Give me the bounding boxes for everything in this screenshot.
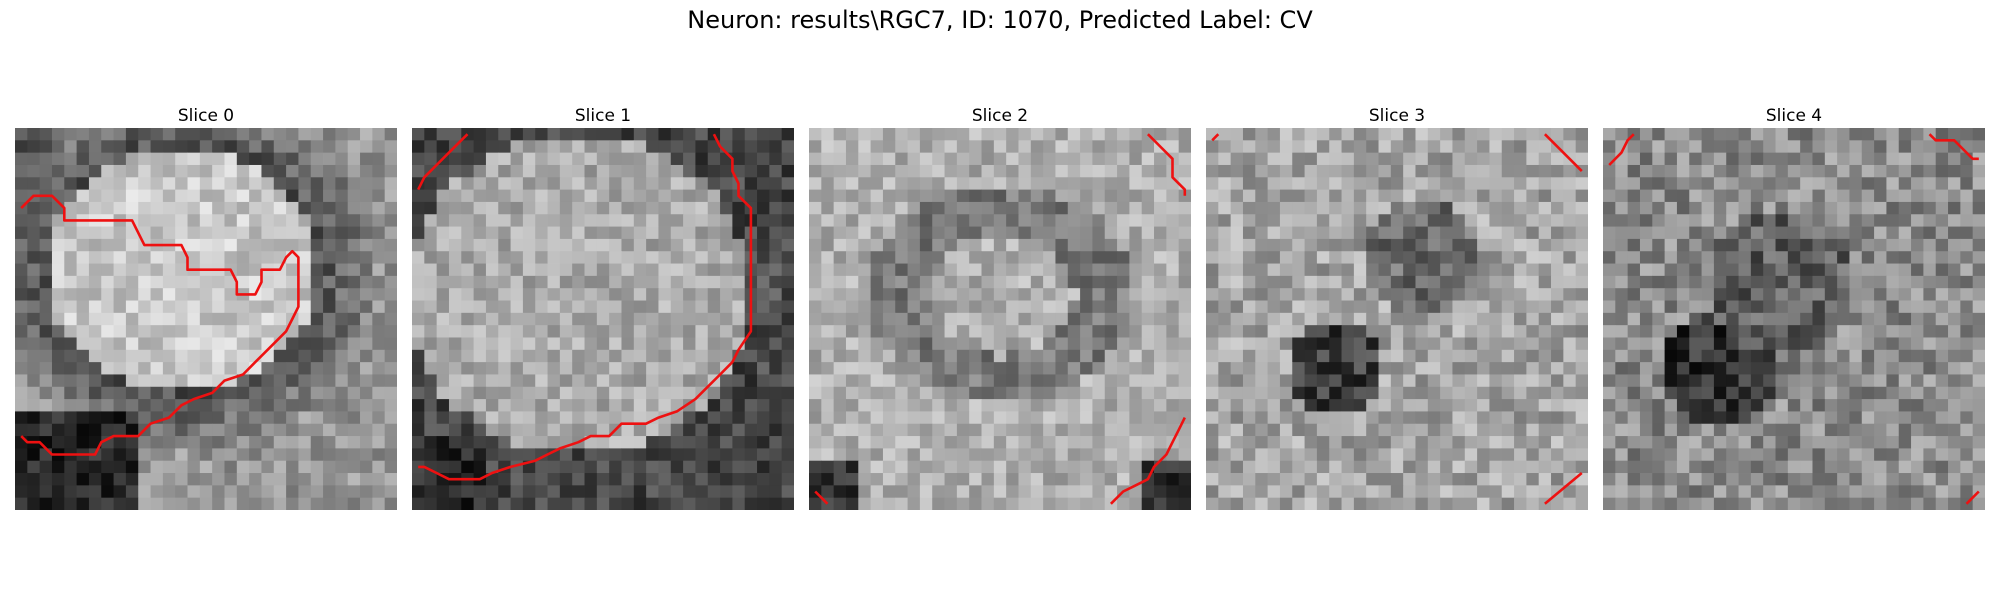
slice-image-0: [15, 128, 397, 510]
contour-line-1-1: [418, 133, 753, 481]
contour-line-4-0: [1608, 133, 1635, 166]
slice-panel-2: Slice 2: [809, 104, 1191, 510]
slice-title-1: Slice 1: [574, 106, 632, 126]
figure-title: Neuron: results\RGC7, ID: 1070, Predicte…: [687, 6, 1313, 34]
contour-line-2-2: [814, 490, 829, 505]
contour-line-4-1: [1928, 133, 1979, 161]
slice-image-2: [809, 128, 1191, 510]
slice-image-1: [412, 128, 794, 510]
contour-line-3-1: [1543, 133, 1583, 173]
slice-title-4: Slice 4: [1765, 106, 1823, 126]
slice-title-2: Slice 2: [971, 106, 1029, 126]
slice-panel-1: Slice 1: [412, 104, 794, 510]
slice-title-3: Slice 3: [1368, 106, 1426, 126]
slice-panel-3: Slice 3: [1206, 104, 1588, 510]
slice-image-4: [1603, 128, 1985, 510]
slice-panel-0: Slice 0: [15, 104, 397, 510]
contour-line-4-2: [1965, 490, 1980, 505]
slice-image-3: [1206, 128, 1588, 510]
contour-line-2-1: [1109, 417, 1186, 505]
contour-line-2-0: [1146, 133, 1187, 196]
contour-line-3-0: [1211, 133, 1220, 142]
contour-line-0-0: [20, 194, 300, 456]
slice-panel-4: Slice 4: [1603, 104, 1985, 510]
slice-title-0: Slice 0: [177, 106, 235, 126]
contour-line-1-0: [417, 133, 469, 191]
contour-line-3-2: [1544, 472, 1583, 505]
